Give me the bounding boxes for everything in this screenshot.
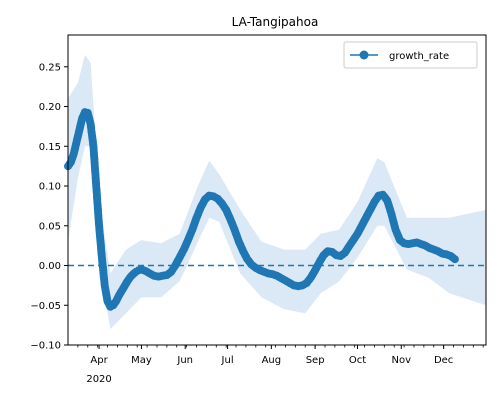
series-points-layer <box>64 108 459 311</box>
x-year-label: 2020 <box>86 374 111 385</box>
chart-title: LA-Tangipahoa <box>232 15 319 29</box>
y-tick-label: 0.25 <box>39 62 61 73</box>
x-tick-label: May <box>131 355 152 366</box>
x-tick-label: Apr <box>90 355 108 366</box>
x-tick-label: Sep <box>306 355 325 366</box>
x-tick-label: Aug <box>262 355 282 366</box>
x-tick-label: Jul <box>221 355 234 366</box>
y-tick-label: 0.00 <box>39 261 61 272</box>
y-tick-label: 0.20 <box>39 102 61 113</box>
x-tick-label: Dec <box>434 355 453 366</box>
legend-label-growth-rate: growth_rate <box>389 51 449 62</box>
legend-marker-swatch <box>359 50 369 60</box>
legend-box <box>343 41 478 69</box>
confidence-band-layer <box>68 54 486 330</box>
y-tick-label: −0.05 <box>30 301 61 312</box>
axes: −0.10 −0.05 0.00 0.05 0.10 0.15 0.20 0.25 Apr May… <box>30 34 487 385</box>
x-tick-label: Oct <box>349 355 366 366</box>
y-tick-label: 0.05 <box>39 221 61 232</box>
y-tick-label: −0.10 <box>30 341 61 352</box>
data-point <box>450 255 459 264</box>
x-tick-label: Jun <box>176 355 193 366</box>
y-tick-label: 0.15 <box>39 142 61 153</box>
plot-frame <box>67 34 487 346</box>
legend: growth_rate <box>343 41 478 69</box>
confidence-band <box>68 54 486 330</box>
y-tick-label: 0.10 <box>39 182 61 193</box>
x-tick-label: Nov <box>392 355 412 366</box>
